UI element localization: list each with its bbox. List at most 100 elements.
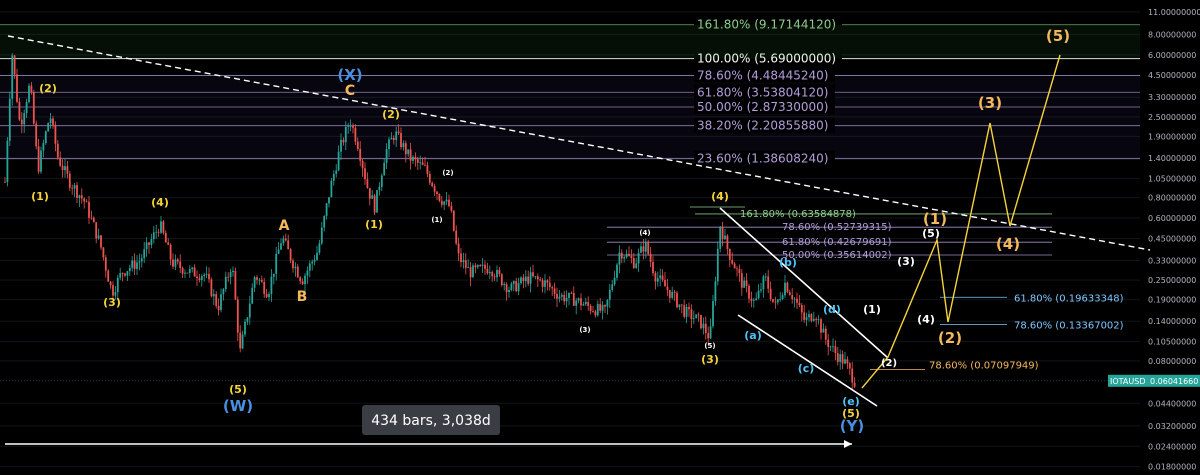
candle-body	[805, 317, 808, 320]
candle-body	[136, 262, 138, 269]
candle-body	[152, 232, 155, 240]
candle-body	[205, 273, 208, 275]
wave-label: (4)	[996, 235, 1020, 253]
candle-body	[193, 267, 196, 277]
y-tick-label: 1.40000000	[1148, 154, 1196, 163]
candle-body	[500, 274, 503, 286]
candle-body	[613, 277, 616, 285]
fib-label-bg	[694, 67, 835, 83]
candle-body	[308, 263, 311, 271]
candle-body	[824, 328, 827, 340]
candle-body	[469, 267, 472, 278]
fib-label: 23.60% (1.38608240)	[697, 152, 828, 166]
y-tick-label: 0.01800000	[1148, 463, 1196, 472]
candle-body	[786, 282, 789, 293]
candle-body	[388, 139, 390, 150]
candle-body	[128, 267, 131, 272]
candle-body	[464, 260, 467, 268]
candle-body	[810, 314, 813, 321]
candle-body	[625, 253, 628, 258]
candle-body	[680, 304, 683, 306]
fib-right-label: 78.60% (0.13367002)	[1014, 321, 1124, 332]
candle-body	[47, 122, 50, 132]
candle-body	[265, 293, 268, 298]
candle-body	[16, 74, 18, 102]
candle-body	[176, 259, 179, 262]
candle-body	[335, 170, 338, 174]
candle-body	[848, 363, 851, 369]
fib-label-bg	[694, 84, 835, 100]
candle-body	[587, 301, 590, 306]
candle-body	[438, 193, 441, 201]
candle-body	[119, 273, 122, 278]
candle-body	[184, 272, 186, 274]
wave-label: (3)	[579, 326, 590, 334]
wave-label: (a)	[744, 329, 761, 342]
candle-body	[102, 247, 105, 258]
candle-body	[527, 276, 530, 284]
candle-body	[841, 354, 844, 364]
candle-body	[203, 274, 206, 277]
candle-body	[580, 298, 582, 306]
y-tick-label: 0.25000000	[1148, 276, 1196, 285]
candle-body	[402, 143, 405, 148]
fib-right-label: 78.60% (0.07097949)	[929, 360, 1039, 371]
candle-body	[66, 166, 69, 174]
candle-body	[460, 253, 462, 263]
candle-body	[467, 267, 470, 268]
candle-body	[52, 118, 54, 125]
fib-zone	[0, 107, 1140, 126]
candle-body	[433, 186, 436, 192]
wave-label: (1)	[923, 210, 947, 228]
candle-body	[690, 309, 693, 320]
candle-body	[695, 314, 698, 319]
candle-body	[532, 272, 534, 277]
wave-label: (2)	[382, 108, 400, 121]
candle-body	[515, 281, 518, 292]
candle-body	[776, 299, 779, 303]
candle-body	[138, 261, 141, 263]
candle-body	[560, 294, 563, 297]
candle-body	[32, 92, 35, 124]
last-price-tag: 0.06041660	[1150, 377, 1198, 386]
candle-body	[191, 267, 194, 269]
candle-body	[253, 277, 256, 288]
fib-label: 50.00% (2.87330000)	[697, 100, 828, 114]
candle-body	[311, 261, 314, 264]
candle-body	[808, 314, 810, 318]
candle-body	[90, 217, 93, 219]
candle-body	[616, 264, 618, 278]
candle-body	[445, 199, 448, 202]
candle-body	[481, 264, 484, 266]
candle-body	[330, 180, 333, 198]
candle-body	[568, 292, 570, 298]
candle-body	[347, 126, 350, 127]
candle-body	[529, 272, 532, 284]
candle-body	[740, 273, 743, 288]
candle-body	[822, 328, 825, 333]
candle-body	[767, 276, 770, 289]
candle-body	[23, 113, 26, 125]
y-tick-label: 4.50000000	[1148, 71, 1196, 80]
candle-body	[143, 249, 146, 259]
candle-body	[174, 259, 177, 267]
candle-body	[510, 283, 513, 290]
candle-body	[155, 231, 158, 233]
candle-body	[256, 277, 258, 280]
fib-zone	[0, 75, 1140, 93]
candle-body	[726, 235, 729, 249]
candle-body	[476, 265, 479, 268]
price-tag-bg	[1108, 374, 1200, 387]
candle-body	[112, 285, 114, 296]
y-tick-label: 8.00000000	[1148, 30, 1196, 39]
price-axis[interactable]: 11.00000000 8.00000000 6.00000000 4.5000000…	[1108, 8, 1200, 472]
fib-label: 38.20% (2.20855880)	[697, 119, 828, 133]
candle-body	[352, 125, 354, 128]
candle-body	[37, 146, 40, 172]
candle-body	[148, 242, 150, 245]
candle-body	[623, 257, 626, 259]
candle-body	[160, 221, 162, 233]
